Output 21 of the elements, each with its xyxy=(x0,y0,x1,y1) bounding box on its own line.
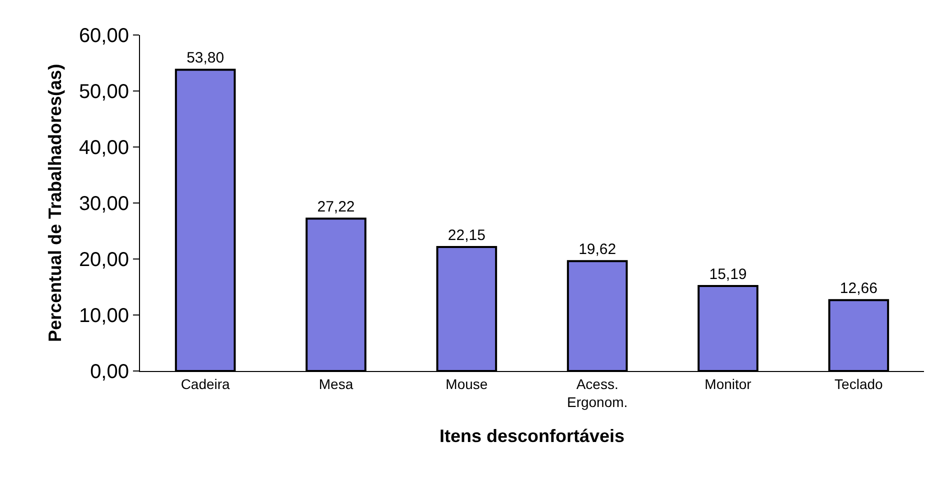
y-tick-label: 30,00 xyxy=(78,193,129,215)
data-label: 53,80 xyxy=(186,50,224,67)
data-label: 22,15 xyxy=(448,226,486,244)
x-tick-label: Mouse xyxy=(446,376,488,392)
x-tick-label: Cadeira xyxy=(180,376,230,392)
y-tick-label: 0,00 xyxy=(90,361,129,383)
data-label: 12,66 xyxy=(840,280,878,298)
data-label: 15,19 xyxy=(709,266,747,283)
data-label: 27,22 xyxy=(317,198,355,216)
x-tick-label: Teclado xyxy=(834,376,884,392)
x-tick-label: Monitor xyxy=(704,376,752,392)
y-tick-label: 50,00 xyxy=(78,81,129,103)
y-tick-label: 40,00 xyxy=(78,137,129,159)
x-tick-label: Mesa xyxy=(318,376,354,392)
y-tick-label: 60,00 xyxy=(78,25,129,47)
y-tick-label: 20,00 xyxy=(78,249,129,271)
y-tick-label: 10,00 xyxy=(78,305,129,327)
x-tick-label: Acess. Ergonom. xyxy=(566,376,628,410)
data-label: 19,62 xyxy=(578,241,616,258)
y-axis-title: Percentual de Trabalhadores(as) xyxy=(45,64,66,342)
x-axis-title: Itens desconfortáveis xyxy=(439,426,625,446)
